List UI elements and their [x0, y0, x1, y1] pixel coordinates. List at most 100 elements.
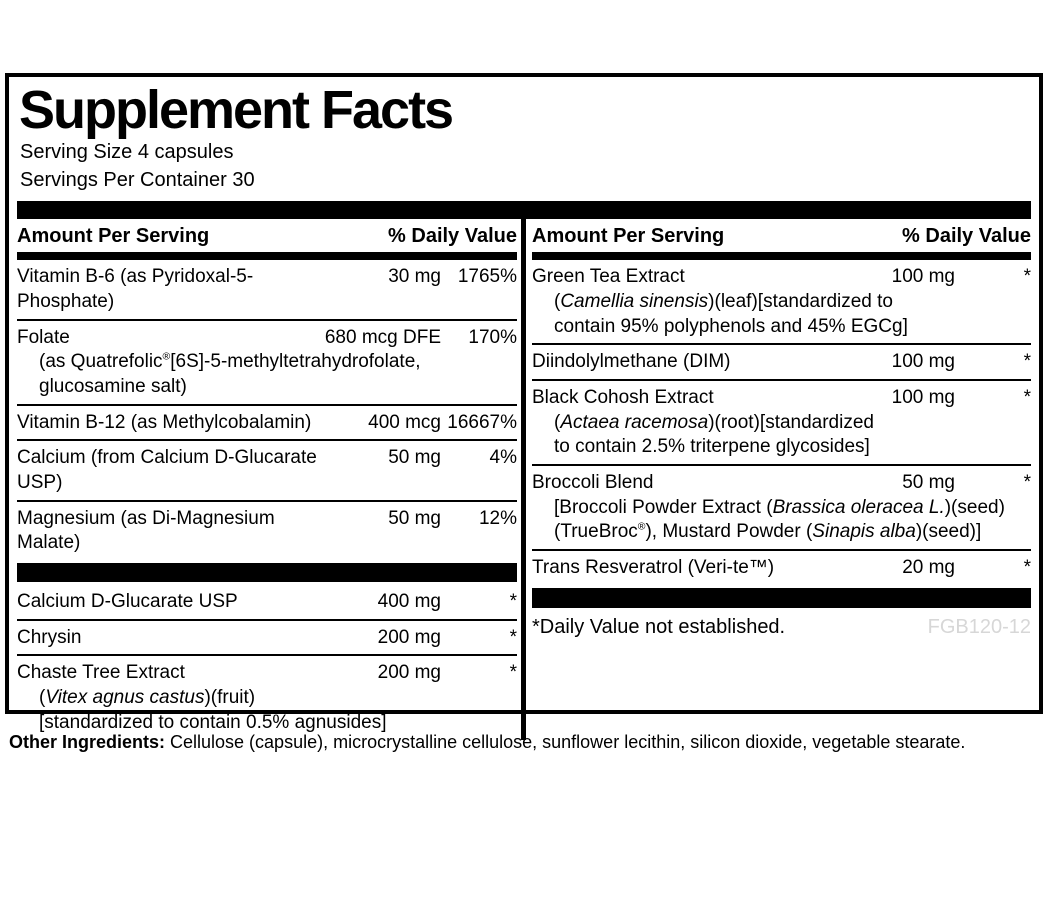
botanical-name: Sinapis alba: [812, 521, 916, 543]
row-main-line: Vitamin B-6 (as Pyridoxal-5-Phosphate) 30…: [17, 265, 517, 314]
ingredient-amount: 50 mg: [902, 472, 955, 493]
ingredient-amount: 400 mg: [377, 591, 441, 613]
ingredient-rows-right: Green Tea Extract 100 mg * (Camellia sinens…: [532, 260, 1031, 585]
ingredient-detail-line: (TrueBroc®), Mustard Powder (Sinapis alb…: [532, 520, 1031, 545]
botanical-name: Camellia sinensis: [560, 290, 709, 312]
ingredient-name: Green Tea Extract: [532, 266, 685, 288]
ingredient-detail-line: (as Quatrefolic®[6S]-5-methyltetrahydrof…: [17, 350, 517, 375]
row-text-segment: ®: [162, 351, 171, 363]
row-text-segment: to contain 2.5% triterpene glycosides]: [554, 436, 870, 458]
row-text-segment: )(leaf)[standardized to: [708, 290, 893, 312]
row-main-line: Trans Resveratrol (Veri-te™) 20 mg *: [532, 556, 1031, 581]
botanical-name: Brassica oleracea L.: [772, 496, 945, 518]
amount-per-serving-label: Amount Per Serving: [17, 225, 210, 248]
ingredient-daily-value: *: [509, 662, 517, 684]
ingredient-daily-value: *: [1023, 266, 1031, 288]
ingredient-amount: 400 mcg: [368, 411, 441, 433]
row-text-segment: (: [554, 411, 561, 433]
row-text-segment: )(seed)]: [915, 521, 982, 543]
ingredient-rows-left: Vitamin B-6 (as Pyridoxal-5-Phosphate) 30…: [17, 260, 517, 739]
ingredient-daily-value: *: [1023, 557, 1031, 579]
ingredient-daily-value: *: [1023, 472, 1031, 493]
ingredient-detail-line: contain 95% polyphenols and 45% EGCg]: [532, 315, 1031, 340]
ingredient-amount: 680 mcg DFE: [324, 326, 441, 348]
daily-value-footnote: *Daily Value not established.: [532, 615, 786, 638]
ingredient-daily-value: 12%: [478, 507, 517, 529]
botanical-name: Actaea racemosa: [560, 411, 709, 433]
ingredient-name: Trans Resveratrol (Veri-te™): [532, 557, 775, 579]
row-text-segment: ®: [637, 522, 646, 534]
table-row: Folate 680 mcg DFE 170% (as Quatrefolic®[6S…: [17, 318, 517, 404]
row-text-segment: glucosamine salt): [39, 375, 187, 397]
table-row: Black Cohosh Extract 100 mg * (Actaea racem…: [532, 378, 1031, 464]
row-main-line: Green Tea Extract 100 mg *: [532, 265, 1031, 290]
row-text-segment: (: [554, 290, 561, 312]
row-text-segment: (TrueBroc: [554, 521, 638, 543]
column-header-left: Amount Per Serving % Daily Value: [17, 219, 517, 252]
ingredient-name: Broccoli Blend: [532, 472, 654, 493]
row-main-line: Diindolylmethane (DIM) 100 mg *: [532, 350, 1031, 375]
row-main-line: Folate 680 mcg DFE 170%: [17, 326, 517, 351]
ingredient-name: Black Cohosh Extract: [532, 386, 714, 408]
row-main-line: Black Cohosh Extract 100 mg *: [532, 386, 1031, 411]
ingredient-daily-value: 4%: [489, 447, 517, 469]
ingredient-name: Folate: [17, 326, 70, 348]
daily-value-label: % Daily Value: [902, 225, 1031, 248]
row-main-line: Chaste Tree Extract 200 mg *: [17, 661, 517, 686]
ingredient-name: Vitamin B-6 (as Pyridoxal-5-Phosphate): [17, 266, 254, 312]
ingredient-amount: 30 mg: [388, 266, 441, 288]
footnote-row: *Daily Value not established. FGB120-12: [532, 608, 1031, 639]
row-main-line: Calcium (from Calcium D-Glucarate USP) 50…: [17, 446, 517, 495]
ingredient-amount: 20 mg: [902, 557, 955, 579]
ingredient-daily-value: *: [1023, 351, 1031, 373]
facts-column-left: Amount Per Serving % Daily Value Vitamin…: [17, 219, 521, 739]
row-main-line: Magnesium (as Di-Magnesium Malate) 50 mg 1…: [17, 507, 517, 556]
ingredient-name: Diindolylmethane (DIM): [532, 351, 731, 373]
ingredient-amount: 50 mg: [388, 507, 441, 529]
supplement-facts-panel: Supplement Facts Serving Size 4 capsules…: [5, 73, 1043, 740]
ingredient-detail-line: glucosamine salt): [17, 375, 517, 400]
column-header-right: Amount Per Serving % Daily Value: [532, 219, 1031, 252]
ingredient-daily-value: *: [1023, 386, 1031, 408]
botanical-name: Vitex agnus castus: [45, 687, 205, 709]
header-underline-bar: [17, 252, 517, 261]
ingredient-amount: 100 mg: [891, 386, 955, 408]
row-text-segment: contain 95% polyphenols and 45% EGCg]: [554, 315, 908, 337]
other-ingredients-text: Cellulose (capsule), microcrystalline ce…: [165, 732, 966, 752]
other-ingredients: Other Ingredients: Cellulose (capsule), …: [9, 731, 1039, 754]
other-ingredients-label: Other Ingredients:: [9, 732, 166, 752]
ingredient-daily-value: 1765%: [457, 266, 517, 288]
table-row: Broccoli Blend 50 mg * [Broccoli Powder Ext…: [532, 464, 1031, 549]
row-main-line: Vitamin B-12 (as Methylcobalamin) 400 mcg…: [17, 411, 517, 436]
facts-columns: Amount Per Serving % Daily Value Vitamin…: [17, 219, 1031, 740]
row-text-segment: [Broccoli Powder Extract (: [554, 496, 773, 518]
footer-divider-bar: [532, 587, 1031, 608]
table-row: Vitamin B-12 (as Methylcobalamin) 400 mcg…: [17, 403, 517, 440]
facts-column-right: Amount Per Serving % Daily Value Green T…: [526, 219, 1031, 739]
daily-value-label: % Daily Value: [388, 225, 517, 248]
row-text-segment: ), Mustard Powder (: [645, 521, 813, 543]
row-text-segment: [standardized to contain 0.5% agnusides]: [39, 711, 387, 733]
table-row: Chrysin 200 mg *: [17, 618, 517, 655]
row-main-line: Broccoli Blend 50 mg *: [532, 471, 1031, 496]
table-row: Magnesium (as Di-Magnesium Malate) 50 mg 1…: [17, 499, 517, 560]
table-row: Calcium (from Calcium D-Glucarate USP) 50…: [17, 439, 517, 499]
row-text-segment: )(fruit): [204, 687, 256, 709]
table-row: Green Tea Extract 100 mg * (Camellia sinens…: [532, 260, 1031, 343]
row-main-line: Calcium D-Glucarate USP 400 mg *: [17, 590, 517, 615]
ingredient-amount: 100 mg: [891, 351, 955, 373]
ingredient-name: Calcium D-Glucarate USP: [17, 591, 238, 613]
ingredient-amount: 200 mg: [377, 662, 441, 684]
ingredient-detail-line: (Vitex agnus castus)(fruit): [17, 686, 517, 711]
row-text-segment: (: [39, 687, 46, 709]
ingredient-daily-value: 170%: [468, 326, 517, 348]
servings-per-container: Servings Per Container 30: [20, 168, 255, 191]
table-row: Vitamin B-6 (as Pyridoxal-5-Phosphate) 30…: [17, 260, 517, 318]
ingredient-detail-line: [Broccoli Powder Extract (Brassica olera…: [532, 496, 1031, 521]
ingredient-name: Vitamin B-12 (as Methylcobalamin): [17, 411, 312, 433]
ingredient-name: Calcium (from Calcium D-Glucarate USP): [17, 447, 317, 493]
ingredient-detail-line: (Actaea racemosa)(root)[standardized: [532, 411, 1031, 436]
ingredient-daily-value: *: [509, 591, 517, 613]
ingredient-detail-line: [standardized to contain 0.5% agnusides]: [17, 711, 517, 736]
table-row: Trans Resveratrol (Veri-te™) 20 mg *: [532, 549, 1031, 585]
